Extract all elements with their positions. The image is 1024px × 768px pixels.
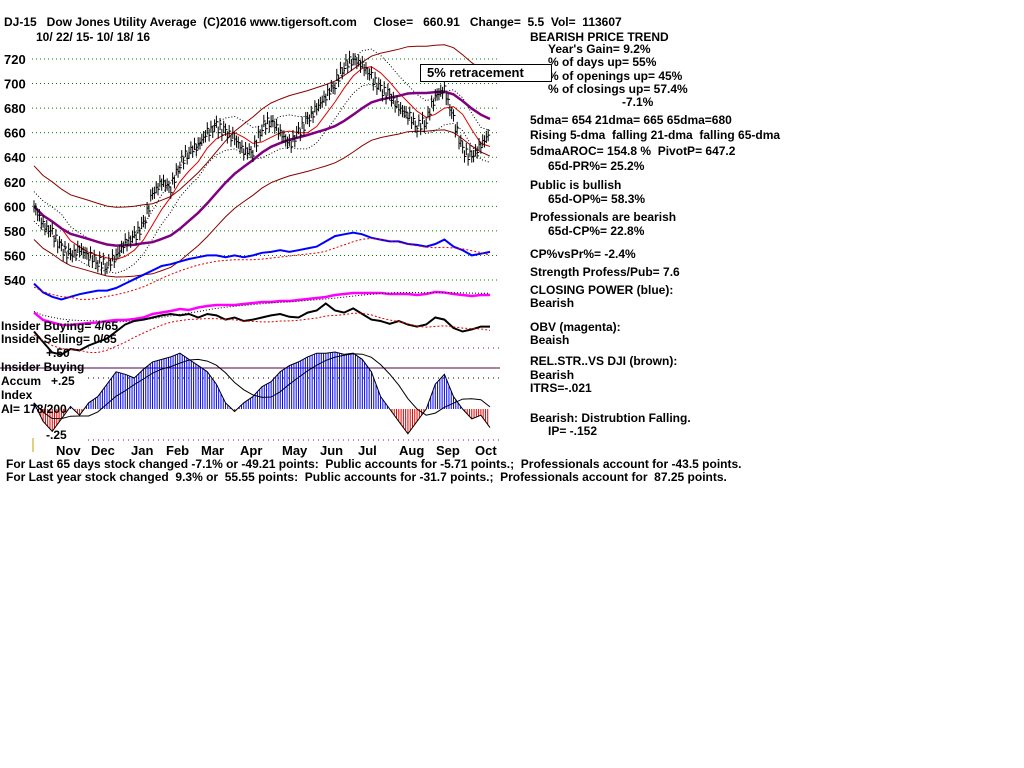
stat-line: Bearish: Distrubtion Falling.: [530, 411, 691, 425]
x-tick-label: Jul: [358, 443, 377, 458]
stat-line: OBV (magenta):: [530, 320, 621, 334]
closing-power-ma: [33, 237, 491, 300]
x-tick-label: Jan: [131, 443, 153, 458]
y-tick-label: 560: [4, 248, 26, 263]
lower-band: [33, 129, 491, 278]
footer-line-1: For Last 65 days stock changed -7.1% or …: [6, 457, 742, 471]
insider-buying-label: Insider Buying= 4/65: [1, 319, 119, 333]
stat-line: REL.STR..VS DJI (brown):: [530, 354, 678, 368]
rel-strength-ma: [33, 312, 491, 353]
y-tick-label: 720: [4, 52, 26, 67]
x-tick-label: Aug: [399, 443, 424, 458]
x-tick-label: Nov: [56, 443, 81, 458]
stat-line: Public is bullish: [530, 178, 622, 192]
stat-line: Bearish: [530, 368, 575, 382]
closing-power-line: [33, 231, 491, 301]
lower-21d-band: [33, 83, 491, 274]
accum-label: Accum +.25: [1, 374, 75, 388]
y-tick-label: 640: [4, 150, 26, 165]
stat-line: BEARISH PRICE TREND: [530, 30, 669, 44]
stat-line: CP%vsPr%= -2.4%: [530, 247, 636, 261]
stat-line: Rising 5-dma falling 21-dma falling 65-d…: [530, 128, 781, 142]
x-tick-label: Sep: [436, 443, 460, 458]
x-tick-label: Oct: [475, 443, 497, 458]
stat-line: CLOSING POWER (blue):: [530, 283, 674, 297]
stat-line: -7.1%: [622, 95, 654, 109]
y-tick-label: 700: [4, 77, 26, 92]
ma-21: [33, 66, 491, 260]
minus25-label: -.25: [46, 428, 67, 442]
stat-line: ITRS=-.021: [530, 381, 592, 395]
accum-index-line: [33, 351, 491, 435]
stat-line: 5dmaAROC= 154.8 % PivotP= 647.2: [530, 144, 736, 158]
y-tick-label: 580: [4, 224, 26, 239]
x-tick-label: Mar: [201, 443, 224, 458]
footer-line-2: For Last year stock changed 9.3% or 55.5…: [6, 470, 727, 484]
ai-label: AI= 178/200: [1, 402, 67, 416]
date-range: 10/ 22/ 15- 10/ 18/ 16: [36, 30, 151, 44]
obv-line: [33, 290, 490, 327]
stat-line: Professionals are bearish: [530, 210, 677, 224]
stat-line: Year's Gain= 9.2%: [548, 42, 651, 56]
ma-65: [33, 90, 491, 247]
y-tick-label: 680: [4, 101, 26, 116]
x-tick-label: Jun: [320, 443, 343, 458]
x-tick-label: May: [282, 443, 308, 458]
plus50-label: +.50: [46, 346, 70, 360]
stat-line: 5dma= 654 21dma= 665 65dma=680: [530, 113, 732, 127]
y-tick-label: 540: [4, 273, 26, 288]
y-tick-label: 600: [4, 199, 26, 214]
retracement-label: 5% retracement: [420, 64, 552, 82]
chart-title: DJ-15 Dow Jones Utility Average (C)2016 …: [4, 15, 622, 29]
upper-band: [33, 44, 491, 208]
stat-line: Bearish: [530, 296, 575, 310]
stat-line: % of openings up= 45%: [548, 69, 683, 83]
y-tick-label: 660: [4, 126, 26, 141]
y-tick-label: 620: [4, 175, 26, 190]
accum-index-ma: [33, 353, 491, 420]
x-tick-label: Feb: [166, 443, 189, 458]
x-tick-label: Apr: [240, 443, 262, 458]
stat-line: 65d-PR%= 25.2%: [548, 159, 645, 173]
insider-buying-line-label: Insider Buying: [1, 360, 85, 374]
insider-selling-label: Insider Selling= 0/65: [1, 332, 117, 346]
stat-line: % of closings up= 57.4%: [548, 82, 688, 96]
index-label: Index: [1, 388, 33, 402]
stat-line: Beaish: [530, 333, 570, 347]
stat-line: 65d-OP%= 58.3%: [548, 192, 646, 206]
x-tick-label: Dec: [91, 443, 115, 458]
stat-line: 65d-CP%= 22.8%: [548, 224, 645, 238]
stat-line: Strength Profess/Pub= 7.6: [530, 265, 680, 279]
stat-line: IP= -.152: [548, 424, 598, 438]
stat-line: % of days up= 55%: [548, 55, 657, 69]
